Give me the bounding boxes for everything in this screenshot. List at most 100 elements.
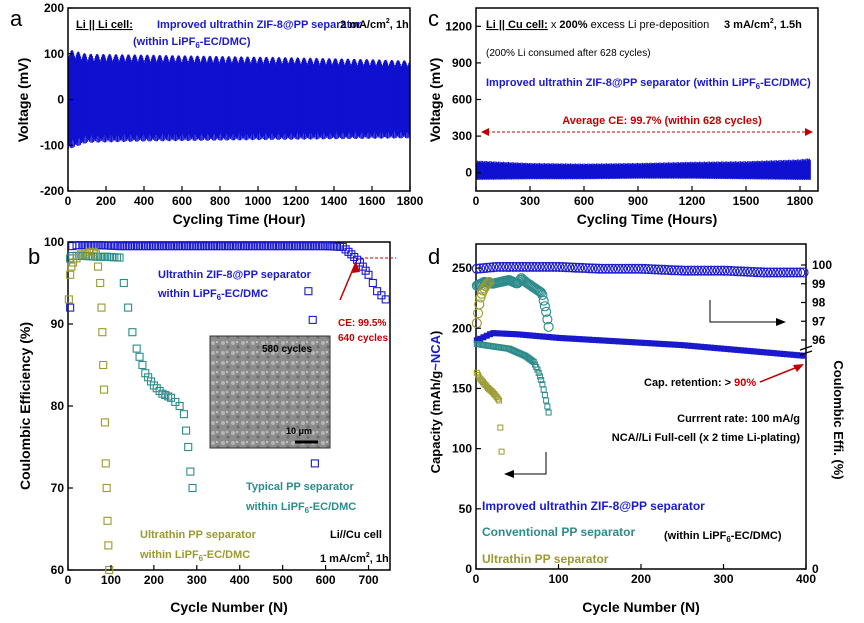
y-tick-label: 100 xyxy=(452,442,472,456)
zif8-ce-point xyxy=(163,242,172,251)
ce-point xyxy=(570,262,581,273)
ce-point xyxy=(514,261,525,272)
panel-c-rate: 3 mA/cm2, 1.5h xyxy=(724,18,802,31)
pp-ce-point xyxy=(188,483,197,493)
zif8-ce-point xyxy=(350,252,359,262)
ce-point xyxy=(659,264,670,275)
x-tick-label: 0 xyxy=(65,194,72,208)
x-tick-label: 1200 xyxy=(679,194,706,208)
y-tick-label: -100 xyxy=(40,138,64,152)
panel-b-zif-label1: Ultrathin ZIF-8@PP separator xyxy=(158,269,312,281)
panel-a-ylabel: Voltage (mV) xyxy=(15,58,31,143)
panel-d-retention-arrow xyxy=(759,365,801,383)
ce-point xyxy=(542,314,553,325)
ce-point xyxy=(735,266,746,277)
ce-point xyxy=(673,265,684,276)
zif8-ce-point xyxy=(157,242,166,251)
y-tick-label: 60 xyxy=(51,563,65,577)
zif8-ce-point xyxy=(155,242,164,251)
ultrathin-pp-ce-point xyxy=(99,360,108,370)
ce-point xyxy=(564,262,575,273)
zif8-ce-point xyxy=(173,242,183,251)
panel-d-legend-zif: Improved ultrathin ZIF-8@PP separator xyxy=(482,499,705,513)
zif8-ce-point xyxy=(257,242,266,251)
ce-point xyxy=(709,265,720,276)
x-tick-label: 1000 xyxy=(245,194,272,208)
panel-b-ylabel: Coulombic Efficiency (%) xyxy=(17,322,33,490)
ce-point xyxy=(481,279,492,290)
pp-ce-point xyxy=(175,401,184,411)
x-tick-label: 0 xyxy=(473,194,480,208)
panel-a-axes: 0 200 400 600 800 1000 1200 1400 1600 1800-200-10… xyxy=(40,1,424,208)
panel-d-legend-pp: Conventional PP separator xyxy=(482,525,635,539)
ce-point xyxy=(554,261,565,272)
y-tick-label: 600 xyxy=(452,93,472,107)
ce-point xyxy=(534,286,545,297)
ce-point xyxy=(696,265,707,276)
ce-point xyxy=(587,263,598,274)
zif8-ce-point xyxy=(222,242,231,251)
zif8-ce-point xyxy=(305,242,314,251)
pp-ce-point xyxy=(161,391,170,400)
ce-point xyxy=(778,267,789,278)
ce-point xyxy=(679,265,690,276)
x-tick-label: 400 xyxy=(796,572,816,586)
y-tick-label: 0 xyxy=(465,562,472,576)
ce-point xyxy=(633,263,644,274)
ce-point xyxy=(484,262,496,273)
ce-point xyxy=(593,263,604,274)
ce-point xyxy=(481,262,492,273)
ce-point xyxy=(663,264,674,276)
zif8-ce-point xyxy=(294,242,303,251)
panel-c-axes: 0 300 600 900 1200 1500 1800 0 300 600 900 1200 xyxy=(445,19,813,208)
ce-point xyxy=(539,301,550,312)
zif8-ce-point xyxy=(364,270,373,279)
pp-ce-point xyxy=(138,360,147,370)
inset-cycles-label: 580 cycles xyxy=(262,344,312,355)
ce-point xyxy=(498,261,509,272)
pp-ce-point xyxy=(146,377,156,386)
zif8-ce-point xyxy=(190,242,199,251)
ultrathin-pp-ce-point xyxy=(104,541,113,550)
pp-ce-point xyxy=(155,386,164,396)
zif8-ce-point xyxy=(241,242,250,251)
capacity-point xyxy=(545,409,552,416)
zif8-ce-point xyxy=(275,242,285,251)
ce-point xyxy=(560,262,571,273)
zif8-ce-point xyxy=(283,242,293,251)
zif8-ce-point xyxy=(300,242,309,251)
zif8-ce-point xyxy=(152,242,161,251)
capacity-point xyxy=(498,448,505,455)
capacity-point xyxy=(538,377,545,384)
ce-point xyxy=(534,261,545,272)
panel-d-cap-arrow xyxy=(510,452,547,475)
ce-point xyxy=(752,267,763,278)
panel-d-retention: Cap. retention: > 90% xyxy=(644,377,756,389)
ultrathin-pp-ce-point xyxy=(102,483,111,493)
ce-point xyxy=(715,265,727,276)
ultrathin-pp-ce-point xyxy=(67,262,76,271)
zif8-ce-point xyxy=(131,242,140,251)
panel-b-ce-label1: CE: 99.5% xyxy=(338,318,386,329)
ultrathin-pp-ce-point xyxy=(105,565,114,575)
x-tick-label: 600 xyxy=(316,573,336,587)
ce-point xyxy=(692,265,703,276)
y-tick-label: 200 xyxy=(452,321,472,335)
panel-b-rate: 1 mA/cm2, 1h xyxy=(320,552,389,565)
zif8-ce-point xyxy=(168,242,177,251)
panel-d-ce-arrow xyxy=(709,300,780,323)
y-tick-label: 100 xyxy=(44,235,64,249)
zif8-ce-point xyxy=(262,242,271,251)
ce-point xyxy=(626,263,637,274)
ce-point xyxy=(610,263,621,274)
ce-point xyxy=(732,266,743,277)
ce-point xyxy=(702,265,713,276)
ce-point xyxy=(531,261,542,272)
panel-letter-b: b xyxy=(28,244,40,269)
panel-c-header: Li || Cu cell: x 200% excess Li pre-depo… xyxy=(486,19,709,31)
panel-c-data xyxy=(476,158,811,181)
zif8-ce-point xyxy=(281,242,290,251)
capacity-point xyxy=(534,366,541,373)
zif8-ce-point xyxy=(286,242,295,251)
capacity-point xyxy=(497,424,504,431)
